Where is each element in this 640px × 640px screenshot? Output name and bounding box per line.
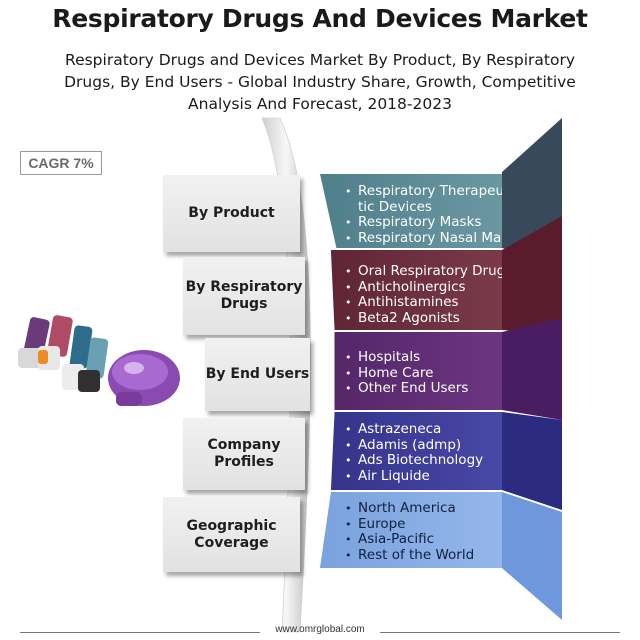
list-item: Asia-Pacific [320, 531, 502, 548]
list-item: Other End Users [335, 380, 502, 397]
list-item: Beta2 Agonists [331, 310, 502, 327]
page-subtitle: Respiratory Drugs and Devices Market By … [30, 49, 610, 115]
segment-label-line: By Product [188, 205, 275, 221]
footer-divider-right [380, 632, 620, 633]
segment-label-line: Drugs [220, 296, 268, 312]
list-item: Home Care [335, 365, 502, 382]
segment-item-list: North America Europe Asia-Pacific Rest o… [320, 500, 502, 564]
inhaler-devices-image [18, 315, 180, 406]
segment-label-company: Company Profiles [183, 418, 305, 490]
segment-item-list: Astrazeneca Adamis (admp) Ads Biotechnol… [331, 421, 502, 485]
list-item: Antihistamines [331, 294, 502, 311]
segment-item-list: Oral Respiratory Drugs Anticholinergics … [331, 263, 502, 327]
subtitle-line: Analysis And Forecast, 2018-2023 [188, 95, 452, 113]
list-item: Adamis (admp) [331, 437, 502, 454]
segment-label-line: Company [207, 437, 281, 453]
segment-band-geo: North America Europe Asia-Pacific Rest o… [320, 492, 502, 568]
segment-label-drugs: By Respiratory Drugs [183, 257, 305, 335]
segment-label-line: Coverage [194, 534, 269, 551]
list-item: Astrazeneca [331, 421, 502, 438]
segment-band-product: Respiratory Therapeu- tic Devices Respir… [320, 174, 502, 248]
segment-label-geo: Geographic Coverage [163, 497, 300, 572]
list-item: Hospitals [335, 349, 502, 366]
list-item: Rest of the World [320, 547, 502, 564]
page-title: Respiratory Drugs And Devices Market [52, 4, 588, 33]
segment-item-list: Hospitals Home Care Other End Users [335, 349, 502, 397]
list-item: Respiratory Therapeu- [320, 183, 502, 200]
list-item: Ads Biotechnology [331, 452, 502, 469]
segment-label-line: By Respiratory [185, 279, 303, 295]
list-item: Respiratory Nasal Masks [320, 230, 502, 247]
segment-band-drugs: Oral Respiratory Drugs Anticholinergics … [330, 250, 502, 330]
segment-label-line: Profiles [214, 454, 274, 470]
subtitle-line: Drugs, By End Users - Global Industry Sh… [64, 73, 576, 91]
segment-band-endusers: Hospitals Home Care Other End Users [334, 332, 502, 410]
wall-panel-company [502, 412, 562, 510]
list-item: North America [320, 500, 502, 517]
list-item: Europe [320, 516, 502, 533]
wall-panel-geo [502, 492, 562, 620]
list-item: Air Liquide [331, 468, 502, 485]
list-item: Oral Respiratory Drugs [331, 263, 502, 280]
segment-band-company: Astrazeneca Adamis (admp) Ads Biotechnol… [330, 412, 502, 490]
cagr-badge: CAGR 7% [20, 151, 102, 175]
segment-label-product: By Product [163, 175, 300, 252]
list-item: Respiratory Masks [320, 214, 502, 231]
segment-label-line: By End Users [205, 366, 310, 382]
wall-panel-drugs [502, 216, 562, 334]
segment-label-line: Geographic [186, 517, 277, 534]
list-item: Anticholinergics [331, 279, 502, 296]
footer-divider-left [20, 632, 260, 633]
segment-item-list: Respiratory Therapeu- tic Devices Respir… [320, 183, 502, 247]
list-item: tic Devices [358, 198, 432, 215]
segment-label-endusers: By End Users [205, 338, 310, 411]
subtitle-line: Respiratory Drugs and Devices Market By … [65, 51, 575, 69]
footer-website: www.omrglobal.com [275, 624, 365, 635]
wall-panel-endusers [502, 318, 562, 420]
